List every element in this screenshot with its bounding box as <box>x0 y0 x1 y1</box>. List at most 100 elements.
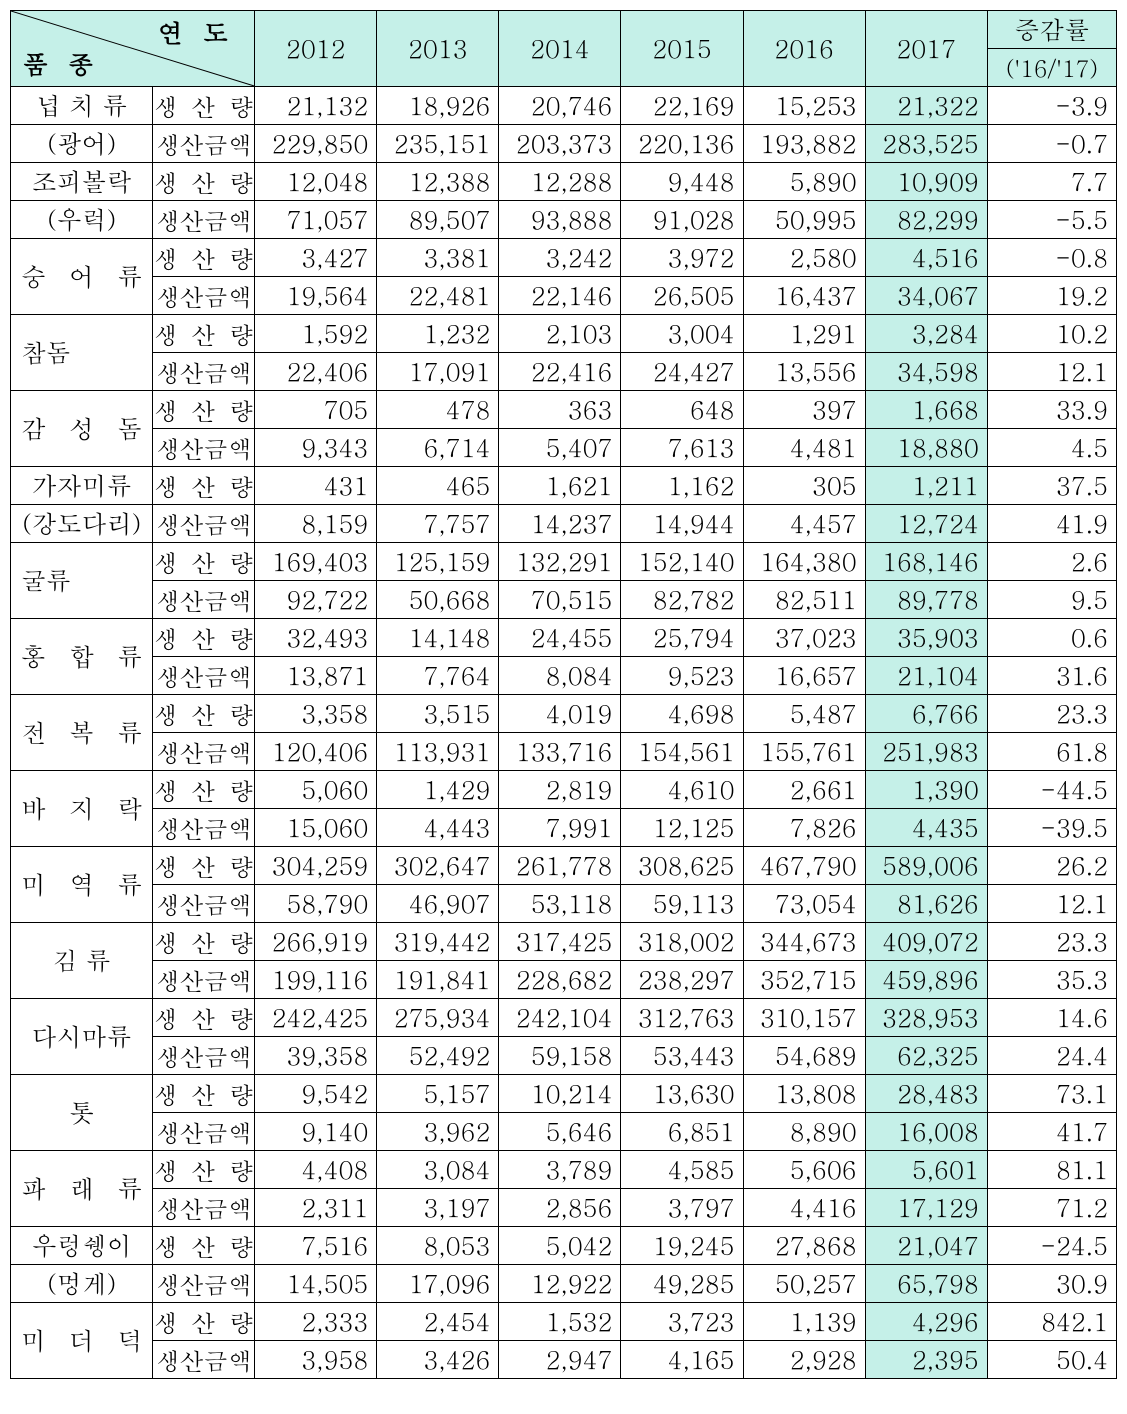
value-cell: 5,042 <box>499 1227 621 1265</box>
value-cell: 459,896 <box>865 961 987 999</box>
metric-production: 생 산 량 <box>153 543 255 581</box>
value-cell: 22,481 <box>377 277 499 315</box>
value-cell: 1,139 <box>743 1303 865 1341</box>
value-cell: 20,746 <box>499 87 621 125</box>
value-cell: 4,457 <box>743 505 865 543</box>
value-cell: 4,516 <box>865 239 987 277</box>
value-cell: 28,483 <box>865 1075 987 1113</box>
table-row: (우럭)생산금액71,05789,50793,88891,02850,99582… <box>11 201 1117 239</box>
value-cell: 91,028 <box>621 201 743 239</box>
value-cell: 53,118 <box>499 885 621 923</box>
change-cell: 9.5 <box>987 581 1116 619</box>
table-row: 가자미류생 산 량4314651,6211,1623051,21137.5 <box>11 467 1117 505</box>
value-cell: 3,797 <box>621 1189 743 1227</box>
value-cell: 2,580 <box>743 239 865 277</box>
value-cell: 58,790 <box>255 885 377 923</box>
value-cell: 12,288 <box>499 163 621 201</box>
value-cell: 3,004 <box>621 315 743 353</box>
value-cell: 19,245 <box>621 1227 743 1265</box>
value-cell: 304,259 <box>255 847 377 885</box>
value-cell: 59,158 <box>499 1037 621 1075</box>
metric-amount: 생산금액 <box>153 809 255 847</box>
metric-amount: 생산금액 <box>153 505 255 543</box>
change-cell: 31.6 <box>987 657 1116 695</box>
value-cell: 4,698 <box>621 695 743 733</box>
species-name-sub: (강도다리) <box>11 505 153 543</box>
value-cell: 169,403 <box>255 543 377 581</box>
value-cell: 5,890 <box>743 163 865 201</box>
value-cell: 34,598 <box>865 353 987 391</box>
value-cell: 154,561 <box>621 733 743 771</box>
change-cell: 23.3 <box>987 923 1116 961</box>
value-cell: 6,766 <box>865 695 987 733</box>
value-cell: 13,808 <box>743 1075 865 1113</box>
value-cell: 5,157 <box>377 1075 499 1113</box>
value-cell: 310,157 <box>743 999 865 1037</box>
value-cell: 14,148 <box>377 619 499 657</box>
value-cell: 22,146 <box>499 277 621 315</box>
value-cell: 431 <box>255 467 377 505</box>
value-cell: 7,764 <box>377 657 499 695</box>
value-cell: 120,406 <box>255 733 377 771</box>
metric-amount: 생산금액 <box>153 429 255 467</box>
value-cell: 152,140 <box>621 543 743 581</box>
metric-production: 생 산 량 <box>153 1151 255 1189</box>
value-cell: 2,103 <box>499 315 621 353</box>
change-cell: 842.1 <box>987 1303 1116 1341</box>
value-cell: 46,907 <box>377 885 499 923</box>
value-cell: 22,406 <box>255 353 377 391</box>
value-cell: 305 <box>743 467 865 505</box>
value-cell: 16,657 <box>743 657 865 695</box>
value-cell: 363 <box>499 391 621 429</box>
value-cell: 3,426 <box>377 1341 499 1379</box>
metric-amount: 생산금액 <box>153 885 255 923</box>
change-cell: 35.3 <box>987 961 1116 999</box>
value-cell: 242,104 <box>499 999 621 1037</box>
value-cell: 3,084 <box>377 1151 499 1189</box>
value-cell: 24,455 <box>499 619 621 657</box>
value-cell: 8,890 <box>743 1113 865 1151</box>
year-header-2013: 2013 <box>377 11 499 87</box>
species-name: 숭 어 류 <box>11 239 153 315</box>
change-cell: -44.5 <box>987 771 1116 809</box>
value-cell: 5,407 <box>499 429 621 467</box>
value-cell: 7,613 <box>621 429 743 467</box>
value-cell: 93,888 <box>499 201 621 239</box>
metric-production: 생 산 량 <box>153 923 255 961</box>
species-name: 감 성 돔 <box>11 391 153 467</box>
value-cell: 14,237 <box>499 505 621 543</box>
value-cell: 12,048 <box>255 163 377 201</box>
table-row: 생산금액39,35852,49259,15853,44354,68962,325… <box>11 1037 1117 1075</box>
value-cell: 16,437 <box>743 277 865 315</box>
value-cell: 251,983 <box>865 733 987 771</box>
species-name: 바 지 락 <box>11 771 153 847</box>
table-row: 김 류생 산 량266,919319,442317,425318,002344,… <box>11 923 1117 961</box>
production-table: 연 도 품 종 2012 2013 2014 2015 2016 2017 증감… <box>10 10 1117 1379</box>
value-cell: 18,880 <box>865 429 987 467</box>
value-cell: 191,841 <box>377 961 499 999</box>
value-cell: 82,299 <box>865 201 987 239</box>
value-cell: 1,621 <box>499 467 621 505</box>
value-cell: 3,358 <box>255 695 377 733</box>
value-cell: 312,763 <box>621 999 743 1037</box>
metric-amount: 생산금액 <box>153 1189 255 1227</box>
species-name-sub: (우럭) <box>11 201 153 239</box>
value-cell: 92,722 <box>255 581 377 619</box>
value-cell: 13,871 <box>255 657 377 695</box>
value-cell: 125,159 <box>377 543 499 581</box>
table-row: 넙 치 류생 산 량21,13218,92620,74622,16915,253… <box>11 87 1117 125</box>
value-cell: 1,291 <box>743 315 865 353</box>
change-cell: 14.6 <box>987 999 1116 1037</box>
table-row: 생산금액92,72250,66870,51582,78282,51189,778… <box>11 581 1117 619</box>
table-row: 전 복 류생 산 량3,3583,5154,0194,6985,4876,766… <box>11 695 1117 733</box>
value-cell: 3,284 <box>865 315 987 353</box>
species-name: 미 역 류 <box>11 847 153 923</box>
change-cell: 61.8 <box>987 733 1116 771</box>
value-cell: 21,047 <box>865 1227 987 1265</box>
table-row: 참돔생 산 량1,5921,2322,1033,0041,2913,28410.… <box>11 315 1117 353</box>
species-name-sub: (광어) <box>11 125 153 163</box>
change-cell: 19.2 <box>987 277 1116 315</box>
value-cell: 71,057 <box>255 201 377 239</box>
value-cell: 39,358 <box>255 1037 377 1075</box>
metric-amount: 생산금액 <box>153 733 255 771</box>
